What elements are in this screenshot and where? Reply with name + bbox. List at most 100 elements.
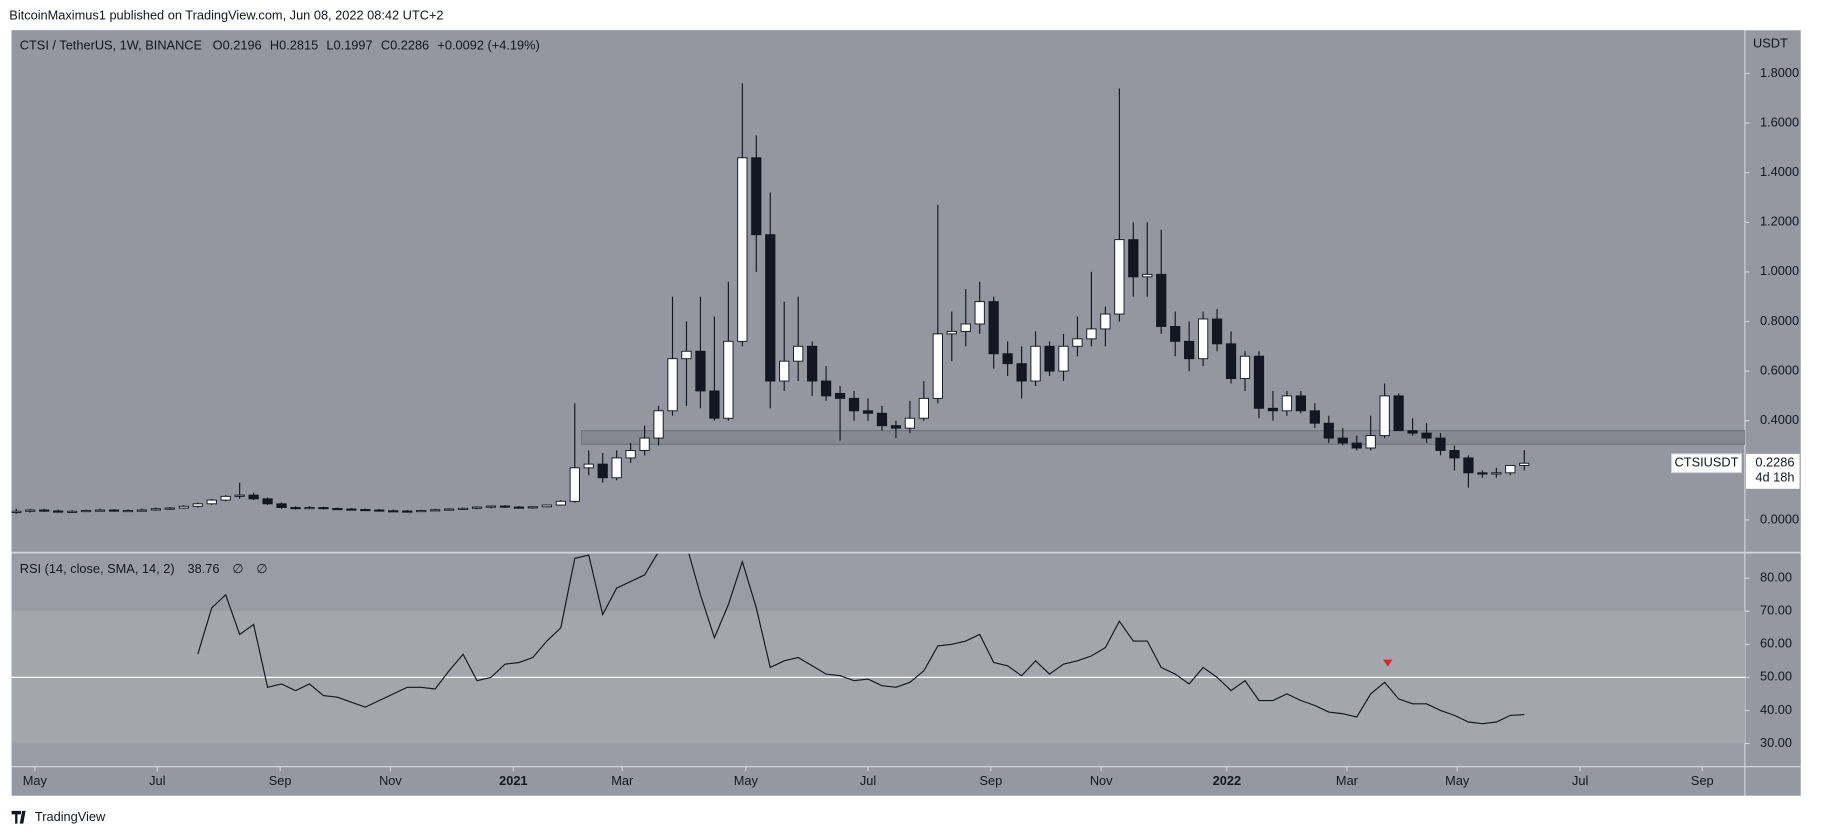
candle-body [1421,432,1432,439]
y-tick-label: 1.8000 [1760,65,1799,80]
candle-body [150,508,161,511]
candle-body [1072,338,1083,347]
x-tick-label: Jul [149,773,165,788]
candle-body [1281,395,1293,412]
candle-body [1128,239,1139,278]
x-tick-label: May [23,773,48,788]
candle-body [695,350,706,392]
candle-body [946,330,957,335]
candle-body [1170,325,1181,342]
candle-body [416,510,427,513]
candle-body [388,510,399,513]
legend-label: C [381,38,390,53]
candle-body [80,510,92,513]
candle-body [974,301,985,325]
candle-body [555,500,566,506]
candle-body [402,510,413,513]
x-tick-label: May [734,773,759,788]
x-tick-label: Sep [980,773,1003,788]
price-plot [11,83,1745,514]
candle-body [1030,345,1041,382]
legend-label: L [326,38,333,53]
candle-body [918,397,929,419]
candle-body [1393,395,1404,432]
legend-label: H [270,38,279,53]
footer-logo: TradingView [11,809,106,824]
candle-body [1337,437,1348,444]
candle-body [457,507,469,510]
rsi-line [197,553,1525,725]
candle-body [443,508,455,511]
candle-body [639,437,650,451]
candle-body [681,350,692,360]
candle-body [653,410,664,439]
candle-body [430,509,441,512]
rsi-y-tick-label: 50.00 [1760,669,1792,684]
rsi-plot [197,553,1525,725]
candle-body [527,506,539,509]
legend-value: 0.2196 [223,38,262,53]
candle-body [1198,318,1209,360]
candle-body [876,412,888,427]
candle-body [1463,457,1474,474]
candle-body [1351,442,1362,449]
rsi-extra: ∅ [232,561,243,576]
rsi-extra: ∅ [256,561,267,576]
candle-body [779,360,790,382]
candle-body [1184,340,1195,360]
legend-label: O [213,38,223,53]
y-tick-label: 0.0000 [1760,511,1799,526]
candle-body [1142,273,1153,278]
candle-body [1477,472,1488,475]
candle-body [765,234,776,382]
candle-body [25,509,36,512]
candle-body [1100,313,1111,330]
x-tick-label: May [1445,773,1470,788]
logo-icon [11,810,26,824]
rsi-legend: RSI (14, close, SMA, 14, 2) 38.76 ∅ ∅ [20,561,268,576]
candle-body [248,494,259,500]
candle-body [1435,437,1446,451]
rsi-title: RSI (14, close, SMA, 14, 2) [20,561,175,576]
legend-value: 0.2815 [279,38,318,53]
support-zone [581,430,1745,445]
x-tick-label: Sep [269,773,292,788]
candle-body [1449,450,1460,459]
candle-body [290,507,301,510]
y-tick-label: 1.0000 [1760,263,1799,278]
plot-layer: 0.00000.20000.40000.60000.80001.00001.20… [11,65,1800,788]
candle-body [304,507,315,510]
x-tick-label: Nov [379,773,402,788]
candle-body [1002,353,1013,365]
footer-text: TradingView [35,809,106,824]
candle-body [262,498,273,505]
y-tick-label: 1.4000 [1760,164,1799,179]
y-tick-label: 0.4000 [1760,412,1799,427]
y-tick-label: 0.6000 [1760,362,1799,377]
candle-body [360,509,371,512]
currency-label: USDT [1753,36,1788,51]
symbol: CTSI / TetherUS, 1W, BINANCE [20,38,202,53]
candle-body [164,507,175,510]
published-note: BitcoinMaximus1 published on TradingView… [9,8,443,23]
candle-body [1505,464,1516,474]
candle-body [597,463,608,479]
candle-body [1044,345,1055,372]
candle-body [1114,239,1125,315]
candle-body [904,417,916,429]
candle-body [960,323,971,332]
price-tag-value: 0.2286 [1755,455,1794,470]
candle-body [1086,328,1097,340]
x-tick-label: Sep [1691,773,1714,788]
candle-body [709,390,720,419]
candle-body [1379,395,1390,437]
candle-body [1016,363,1027,382]
candle-body [206,499,217,505]
x-tick-label: Jul [860,773,876,788]
candle-body [751,157,762,236]
candle-body [53,510,64,513]
candle-body [1309,410,1320,424]
candle-body [1253,355,1265,409]
candle-body [988,301,999,355]
